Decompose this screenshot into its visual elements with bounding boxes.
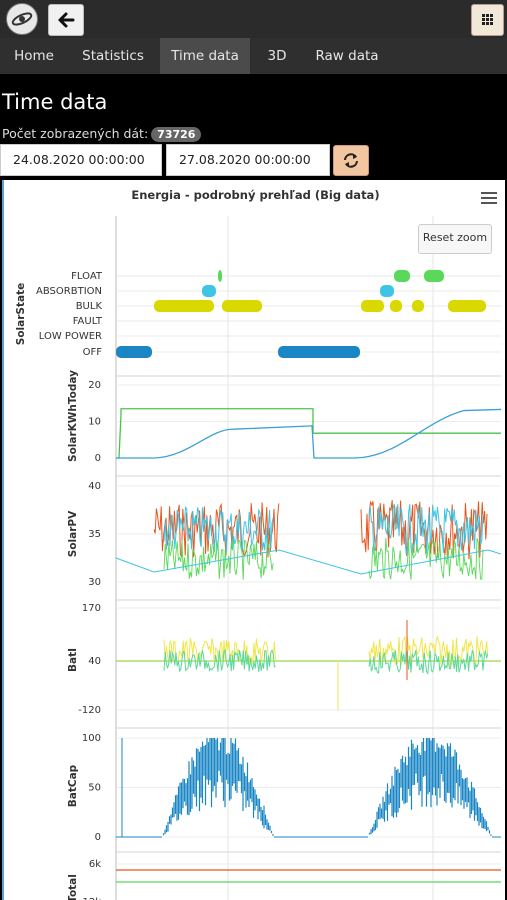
pv-series-b — [368, 503, 484, 556]
chart-svg: FLOAT ABSORBTION BULK FAULT LOW POWER OFF Sola… — [15, 216, 502, 900]
logo-icon[interactable] — [6, 3, 38, 35]
tab-raw-data[interactable]: Raw data — [315, 48, 379, 64]
batcap-tick-label: 0 — [95, 832, 101, 843]
chart-title: Energia - podrobný prehľad (Big data) — [131, 188, 380, 202]
record-count-label: Počet zobrazených dát: — [2, 126, 149, 141]
whtotal-axis-label: WhTotal — [67, 874, 79, 900]
kwh-tick-label: 10 — [88, 417, 101, 428]
page-title: Time data — [2, 90, 108, 114]
pv-series-b — [163, 505, 274, 553]
kwh-axis-label: SolarKWhToday — [67, 370, 79, 462]
solarstate-tick-label: OFF — [83, 347, 103, 358]
batcap-series — [368, 738, 492, 836]
solarstate-bar-float — [218, 270, 222, 282]
refresh-icon — [344, 153, 358, 168]
refresh-button[interactable] — [333, 145, 369, 176]
solarstate-bar-float — [394, 270, 410, 282]
solarstate-tick-label: FAULT — [73, 316, 103, 327]
kwh-series-a — [116, 408, 502, 459]
bati-tick-label: -120 — [78, 705, 101, 716]
batcap-tick-label: 100 — [82, 733, 101, 744]
kwh-series-b — [116, 408, 501, 459]
apps-menu-button[interactable] — [471, 4, 504, 36]
batcap-series — [162, 738, 274, 836]
solarstate-tick-label: ABSORBTION — [36, 286, 102, 297]
pv-tick-label: 35 — [88, 529, 101, 540]
solarstate-axis-label: SolarState — [15, 283, 27, 345]
bati-series-a — [368, 634, 489, 667]
solarstate-bar-bulk — [361, 300, 384, 312]
tab-time-data[interactable]: Time data — [160, 38, 250, 74]
solarstate-bar-bulk — [412, 300, 424, 312]
pv-series-a — [153, 502, 280, 558]
solarstate-bar-off — [278, 346, 360, 358]
record-count-badge: 73726 — [151, 127, 202, 142]
tab-home[interactable]: Home — [14, 48, 54, 64]
whtotal-tick-label: 12k — [82, 897, 101, 900]
arrow-left-icon — [58, 12, 75, 28]
solarstate-bar-bulk — [154, 300, 214, 312]
solarstate-tick-label: FLOAT — [71, 271, 103, 282]
pv-axis-label: SolarPV — [67, 510, 79, 557]
chart-panel: Energia - podrobný prehľad (Big data) FL… — [2, 180, 505, 900]
batcap-axis-label: BatCap — [67, 764, 79, 807]
solarstate-bar-off — [116, 346, 152, 358]
grid-icon — [482, 14, 493, 25]
tab-3d[interactable]: 3D — [267, 48, 287, 64]
bati-tick-label: 170 — [82, 603, 101, 614]
bati-series-b — [368, 650, 489, 676]
bati-series-b — [163, 648, 276, 673]
kwh-tick-label: 20 — [88, 380, 101, 391]
tab-statistics[interactable]: Statistics — [82, 48, 144, 64]
bati-tick-label: 40 — [88, 656, 101, 667]
solarstate-bar-bulk — [222, 300, 262, 312]
pv-baseline — [115, 549, 502, 575]
pv-tick-label: 30 — [88, 577, 101, 588]
solarstate-bar-absorbtion — [380, 285, 394, 297]
pv-tick-label: 40 — [88, 481, 101, 492]
bati-axis-label: BatI — [67, 648, 79, 672]
record-count: Počet zobrazených dát: 73726 — [2, 126, 202, 142]
solarstate-bar-float — [424, 270, 444, 282]
solarstate-tick-label: BULK — [76, 301, 103, 312]
back-button[interactable] — [48, 4, 84, 36]
hamburger-icon[interactable] — [478, 188, 500, 208]
date-from-input[interactable]: 24.08.2020 00:00:00 — [0, 144, 162, 176]
kwh-tick-label: 0 — [95, 453, 101, 464]
nav-bar: Home Statistics Time data 3D Raw data — [0, 38, 507, 74]
batcap-tick-label: 50 — [88, 783, 101, 794]
date-to-input[interactable]: 27.08.2020 00:00:00 — [166, 144, 330, 176]
solarstate-bar-bulk — [448, 300, 486, 312]
solarstate-bar-absorbtion — [202, 285, 216, 297]
solarstate-tick-label: LOW POWER — [39, 331, 102, 342]
solarstate-bar-bulk — [390, 300, 402, 312]
top-bar — [0, 0, 507, 38]
reset-zoom-button[interactable]: Reset zoom — [418, 224, 492, 254]
whtotal-tick-label: 6k — [89, 859, 101, 870]
pv-series-c — [163, 539, 274, 580]
